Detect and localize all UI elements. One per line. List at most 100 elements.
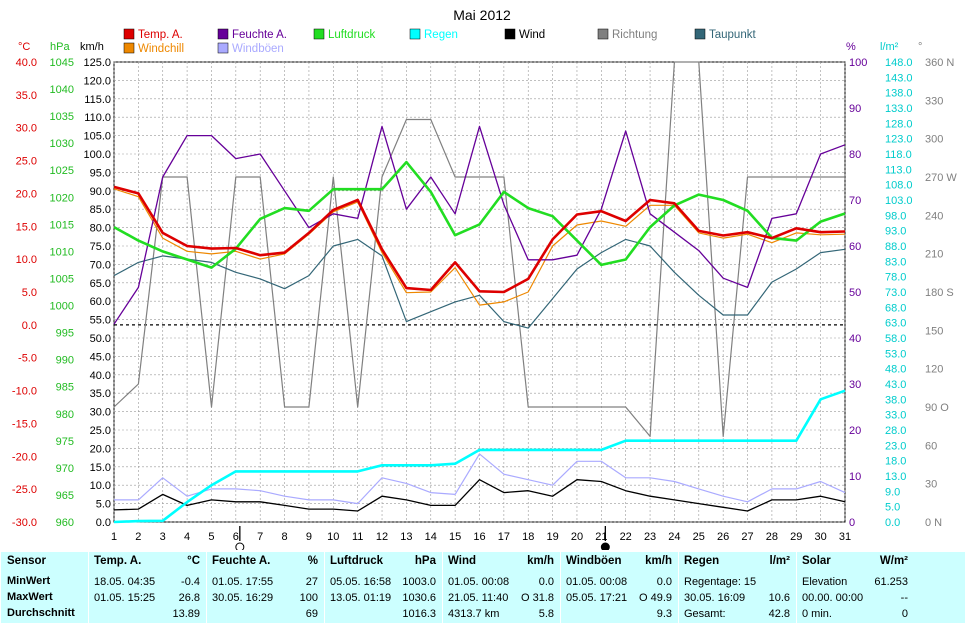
pressure-max-time: 13.05. 01:19 (330, 592, 392, 604)
solar-unit: W/m² (879, 555, 908, 567)
humidity-header: Feuchte A. (212, 555, 271, 567)
rain-tick-label: 88.0 (885, 241, 906, 253)
humidity-min-value: 27 (305, 576, 318, 588)
x-tick-label: 8 (282, 531, 288, 543)
pressure-tick-label: 990 (56, 355, 74, 367)
humidity-tick-label: 50 (849, 287, 861, 299)
temp-tick-label: 5.0 (22, 287, 37, 299)
temp-max-value: 26.8 (178, 592, 200, 604)
solar-max-time: 00.00. 00:00 (802, 592, 864, 604)
rain-tick-label: 123.0 (885, 134, 913, 146)
pressure-tick-label: 1010 (50, 246, 74, 258)
humidity-max-value: 100 (299, 592, 318, 604)
pressure-tick-label: 965 (56, 490, 74, 502)
legend-swatch (504, 28, 516, 40)
rain-header: Regen (684, 555, 720, 567)
pressure-tick-label: 960 (56, 517, 74, 529)
pressure-tick-label: 1015 (50, 219, 74, 231)
wind-tick-label: 60.0 (90, 296, 111, 308)
wind-tick-label: 40.0 (90, 370, 111, 382)
pressure-tick-label: 1040 (50, 84, 74, 96)
pressure-average: 1016.3 (402, 608, 436, 620)
temp-tick-label: 20.0 (16, 188, 37, 200)
humidity-average: 69 (305, 608, 318, 620)
rain-tick-label: 138.0 (885, 88, 913, 100)
series-line-wind (113, 479, 846, 512)
wind-tick-label: 50.0 (90, 333, 111, 345)
pressure-max-value: 1030.6 (402, 592, 436, 604)
temp-max-time: 01.05. 15:25 (94, 592, 156, 604)
solar-elevation-label: Elevation (802, 576, 848, 588)
humidity-tick-label: 60 (849, 241, 861, 253)
pressure-tick-label: 1025 (50, 165, 74, 177)
temp-tick-label: -5.0 (18, 353, 37, 365)
stats-sensor-column: Sensor MinWert MaxWert Durchschnitt (0, 552, 88, 623)
gust-max-value: O 49.9 (638, 592, 672, 604)
rain-tick-label: 148.0 (885, 57, 913, 69)
stats-gust-column: Windböen km/h 01.05. 00:08 0.0 05.05. 17… (560, 552, 678, 623)
humidity-min-time: 01.05. 17:55 (212, 576, 274, 588)
rain-total: 42.8 (768, 608, 790, 620)
legend-swatch (123, 42, 135, 54)
pressure-tick-label: 980 (56, 409, 74, 421)
x-tick-label: 31 (839, 531, 851, 543)
legend-swatch (409, 28, 421, 40)
legend-label: Temp. A. (138, 29, 183, 41)
direction-tick-label: 270 W (925, 172, 957, 184)
chart-series (113, 61, 846, 524)
gust-average: 9.3 (656, 608, 672, 620)
humidity-tick-label: 30 (849, 379, 861, 391)
wind-tick-label: 85.0 (90, 204, 111, 216)
legend-label: Feuchte A. (232, 29, 287, 41)
gust-min-value: 0.0 (656, 576, 672, 588)
gust-header: Windböen (566, 555, 622, 567)
x-tick-label: 11 (352, 531, 363, 543)
rain-tick-label: 143.0 (885, 72, 913, 84)
rain-days: Regentage: 15 (684, 576, 757, 588)
temp-average: 13.89 (172, 608, 200, 620)
rain-total-label: Gesamt: (684, 608, 726, 620)
x-tick-label: 23 (644, 531, 656, 543)
pressure-tick-label: 1005 (50, 273, 74, 285)
x-tick-label: 1 (111, 531, 117, 543)
direction-tick-label: 360 N (925, 57, 954, 69)
x-tick-label: 25 (693, 531, 705, 543)
stats-temp-column: Temp. A. °C 18.05. 04:35 -0.4 01.05. 15:… (88, 552, 206, 623)
x-tick-label: 16 (473, 531, 485, 543)
rain-tick-label: 38.0 (885, 394, 906, 406)
temp-tick-label: 25.0 (16, 156, 37, 168)
direction-tick-label: 300 (925, 134, 943, 146)
humidity-tick-label: 80 (849, 149, 861, 161)
wind-max-time: 21.05. 11:40 (448, 592, 509, 604)
pressure-min-time: 05.05. 16:58 (330, 576, 392, 588)
x-tick-label: 28 (766, 531, 778, 543)
direction-tick-label: 210 (925, 249, 943, 261)
pressure-tick-label: 1000 (50, 301, 74, 313)
rain-max-value: 10.6 (768, 592, 790, 604)
x-tick-label: 30 (815, 531, 827, 543)
x-tick-label: 20 (571, 531, 583, 543)
wind-tick-label: 110.0 (84, 112, 111, 124)
x-tick-label: 21 (595, 531, 607, 543)
legend-swatch (217, 28, 229, 40)
row-min-label: MinWert (7, 575, 51, 587)
direction-tick-label: 120 (925, 364, 943, 376)
wind-axis-unit: km/h (80, 41, 104, 53)
rain-tick-label: 33.0 (885, 410, 906, 422)
legend-swatch (597, 28, 609, 40)
temp-min-time: 18.05. 04:35 (94, 576, 156, 588)
wind-tick-label: 80.0 (90, 223, 111, 235)
series-line-temp-a (113, 185, 846, 294)
temp-tick-label: 10.0 (16, 254, 37, 266)
rain-axis-unit: l/m² (880, 41, 899, 53)
solar-header: Solar (802, 555, 831, 567)
x-tick-label: 3 (160, 531, 166, 543)
humidity-axis-unit: % (846, 41, 856, 53)
rain-tick-label: 43.0 (885, 379, 906, 391)
rain-tick-label: 93.0 (885, 226, 906, 238)
full-moon-icon (235, 542, 245, 550)
rain-tick-label: 0.0 (885, 517, 900, 529)
series-line-feuchte-a (113, 125, 846, 325)
direction-tick-label: 60 (925, 440, 937, 452)
rain-tick-label: 128.0 (885, 118, 913, 130)
